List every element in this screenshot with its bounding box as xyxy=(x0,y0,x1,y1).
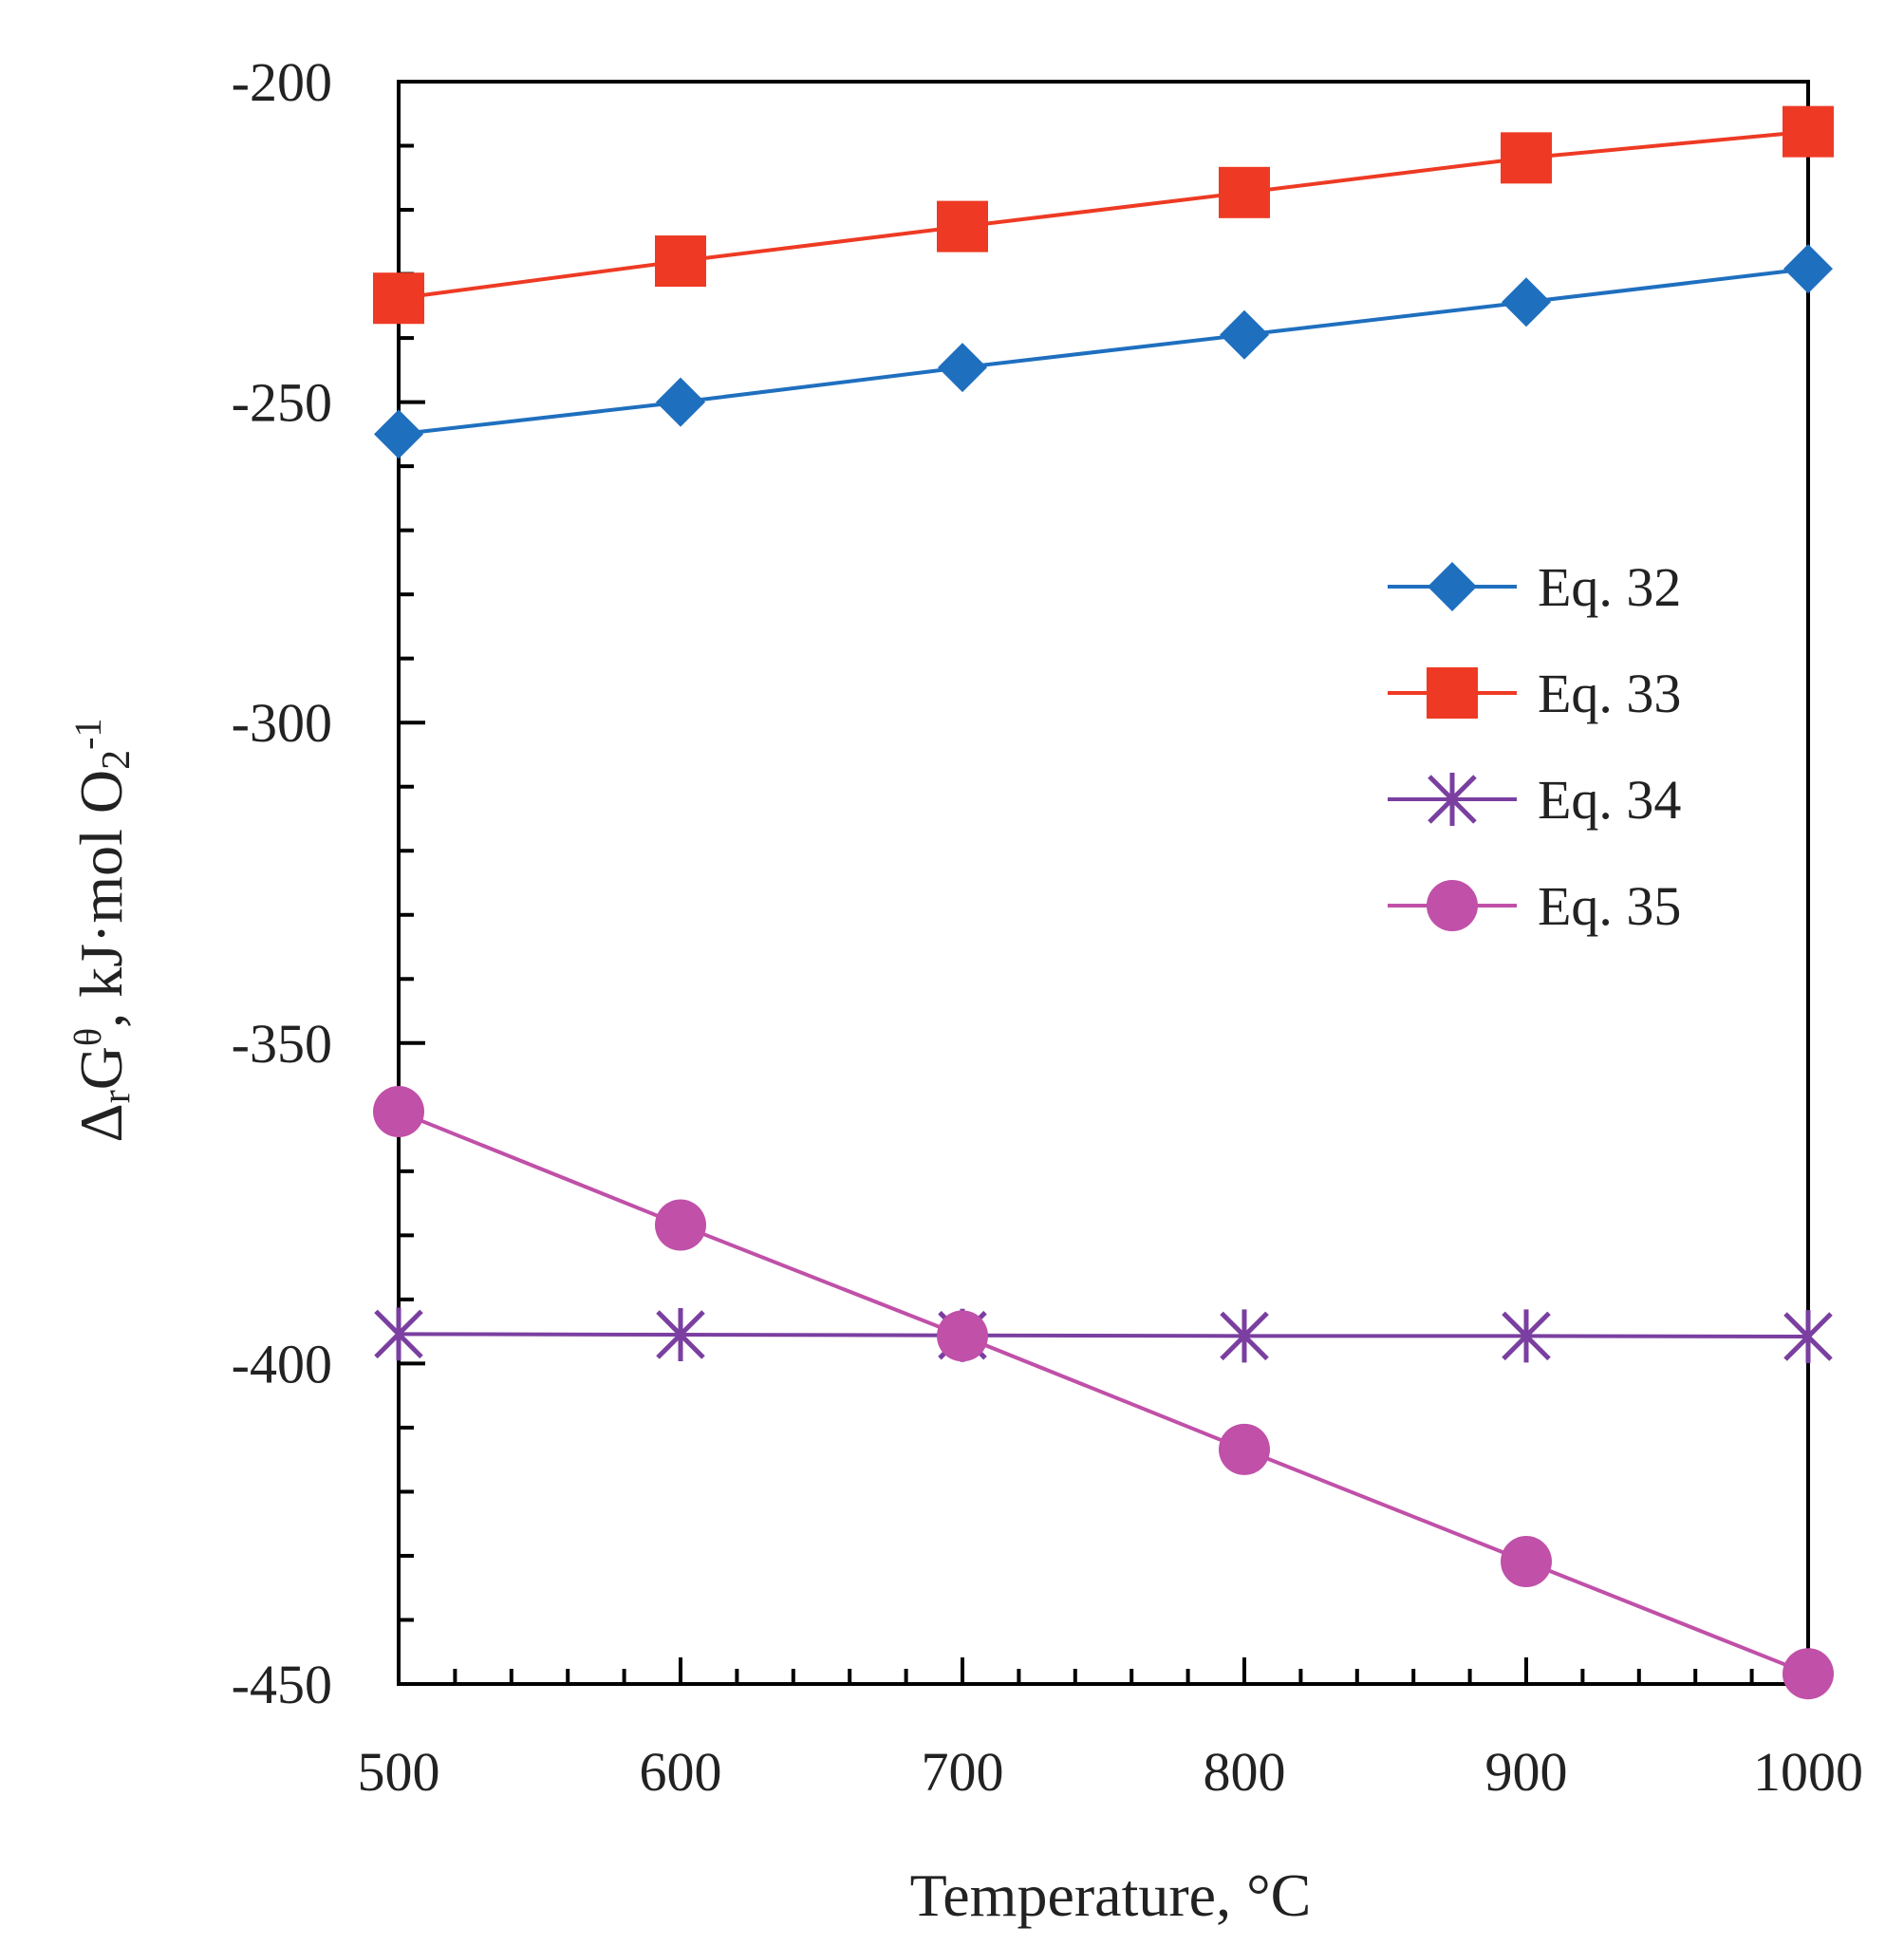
axes-layer: 500 600 700 800 900 1000 -450 -400 -350 -300 -250 -… xyxy=(232,51,1863,1803)
y-title-theta: θ xyxy=(66,1028,109,1046)
x-tick-label: 1000 xyxy=(1753,1741,1863,1803)
data-point xyxy=(1219,1423,1270,1475)
data-point xyxy=(655,1199,706,1251)
series-eq-33 xyxy=(373,105,1834,325)
data-point xyxy=(374,409,423,459)
legend-marker xyxy=(1427,667,1478,719)
series-line xyxy=(398,267,1809,437)
data-point xyxy=(374,1307,423,1361)
legend-label: Eq. 32 xyxy=(1538,556,1681,618)
y-tick-label: -400 xyxy=(232,1333,332,1394)
legend-entry: Eq. 34 xyxy=(1388,769,1681,831)
data-point xyxy=(1501,1536,1552,1588)
data-point xyxy=(937,200,988,253)
y-tick-label: -200 xyxy=(232,51,332,113)
series-line xyxy=(398,1110,1809,1676)
legend-label: Eq. 34 xyxy=(1538,769,1681,831)
data-point xyxy=(1783,1310,1833,1364)
y-tick-label: -250 xyxy=(232,372,332,434)
legend: Eq. 32 Eq. 33 Eq. 34 Eq. 35 xyxy=(1388,556,1681,937)
data-point xyxy=(1502,1309,1551,1363)
data-point xyxy=(1220,1309,1269,1363)
series-eq-34 xyxy=(374,1307,1833,1364)
data-point xyxy=(1501,132,1552,184)
data-point xyxy=(1502,277,1551,327)
y-title-o-sub: 2 xyxy=(95,750,139,770)
y-title-g: G xyxy=(67,1046,135,1090)
legend-marker xyxy=(1428,773,1477,826)
y-tick-label: -300 xyxy=(232,692,332,754)
y-tick-label: -450 xyxy=(232,1654,332,1715)
data-point xyxy=(1783,105,1834,158)
x-axis-title: Temperature, °C xyxy=(910,1862,1312,1929)
x-tick-label: 800 xyxy=(1204,1741,1286,1803)
x-tick-label: 900 xyxy=(1485,1741,1568,1803)
plot-frame xyxy=(397,80,1810,1686)
series-line xyxy=(398,1332,1809,1339)
data-point xyxy=(937,1310,988,1362)
x-tick-label: 500 xyxy=(358,1741,440,1803)
legend-marker xyxy=(1427,880,1478,931)
data-point xyxy=(1219,166,1270,218)
data-point xyxy=(656,1308,705,1362)
data-point xyxy=(655,235,706,288)
y-title-mid: , kJ·mol O xyxy=(67,770,135,1028)
x-tick-label: 600 xyxy=(640,1741,722,1803)
legend-entry: Eq. 35 xyxy=(1388,875,1681,937)
series-layer xyxy=(373,105,1834,1700)
series-line xyxy=(398,129,1809,301)
data-point xyxy=(1783,1648,1834,1700)
y-title-delta-sub: r xyxy=(95,1090,139,1103)
data-point xyxy=(1220,309,1269,360)
x-tick-label: 700 xyxy=(922,1741,1004,1803)
data-point xyxy=(373,272,424,325)
series-eq-32 xyxy=(374,244,1833,459)
legend-entry: Eq. 32 xyxy=(1388,556,1681,618)
legend-entry: Eq. 33 xyxy=(1388,663,1681,724)
legend-label: Eq. 35 xyxy=(1538,875,1681,937)
y-title-delta: Δ xyxy=(67,1103,135,1142)
data-point xyxy=(1783,244,1833,294)
data-point xyxy=(373,1086,424,1138)
data-point xyxy=(656,377,705,427)
legend-label: Eq. 33 xyxy=(1538,663,1681,724)
y-tick-label: -350 xyxy=(232,1013,332,1075)
series-eq-35 xyxy=(373,1086,1834,1700)
legend-marker xyxy=(1428,562,1477,611)
data-point xyxy=(938,343,987,393)
y-axis-title: ΔrGθ, kJ·mol O2-1 xyxy=(66,719,140,1143)
y-title-exp: -1 xyxy=(66,719,109,750)
